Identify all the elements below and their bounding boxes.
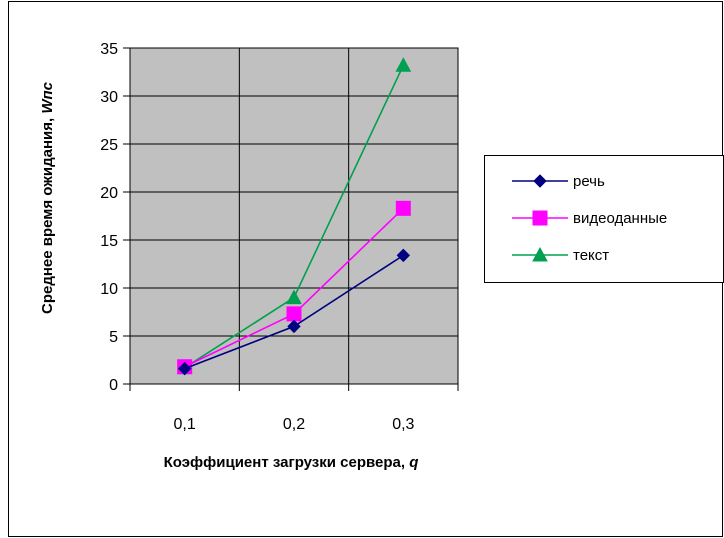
y-tick-label: 15 — [100, 233, 118, 250]
legend-entry: речь — [512, 173, 605, 190]
data-point — [396, 248, 411, 263]
plot-area — [129, 47, 459, 385]
legend-label: видеоданные — [573, 210, 667, 227]
y-tick-label: 10 — [100, 281, 118, 298]
y-axis-variable: Wпс — [39, 81, 56, 113]
data-point — [395, 200, 411, 216]
y-tick-label: 25 — [100, 137, 118, 154]
y-tick-label: 0 — [109, 377, 118, 394]
y-tick-label: 35 — [100, 41, 118, 58]
y-tick-label: 20 — [100, 185, 118, 202]
data-point — [177, 361, 192, 376]
data-point — [287, 319, 301, 334]
legend-entry: видеоданные — [512, 210, 667, 227]
legend-marker — [532, 210, 548, 226]
legend-marker — [532, 246, 548, 262]
legend-entry: текст — [512, 246, 609, 264]
legend-marker — [533, 174, 547, 188]
legend-label: речь — [573, 173, 605, 190]
y-axis-title: Среднее время ожидания, Wпс — [39, 81, 56, 314]
data-point — [286, 306, 302, 322]
x-tick-label: 0,1 — [174, 416, 196, 433]
data-point — [286, 289, 302, 305]
x-tick-label: 0,3 — [392, 416, 414, 433]
data-point — [395, 57, 412, 72]
x-tick-label: 0,2 — [283, 416, 305, 433]
legend: речь видеоданные текст — [484, 155, 724, 283]
series-layer — [176, 57, 412, 376]
y-tick-label: 5 — [109, 329, 118, 346]
x-axis-title: Коэффициент загрузки сервера, q — [164, 454, 419, 471]
axes: 0 5 10 15 20 25 30 35 0,1 0,2 0,3 — [100, 41, 459, 433]
y-tick-label: 30 — [100, 89, 118, 106]
plot-background — [130, 48, 458, 384]
series-diamond — [177, 248, 411, 376]
x-axis-variable: q — [409, 454, 418, 471]
legend-label: текст — [573, 247, 609, 264]
legend-box — [484, 155, 724, 283]
